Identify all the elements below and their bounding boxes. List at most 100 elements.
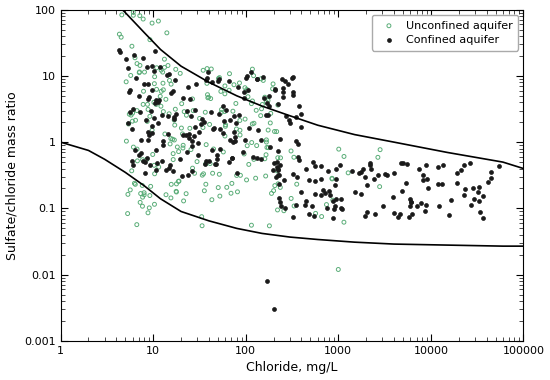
Unconfined aquifer — [248, 66, 257, 72]
Confined aquifer — [389, 210, 398, 216]
Confined aquifer — [212, 156, 221, 162]
Unconfined aquifer — [266, 110, 275, 116]
Unconfined aquifer — [161, 131, 169, 137]
Confined aquifer — [281, 205, 290, 211]
Unconfined aquifer — [339, 219, 348, 225]
Unconfined aquifer — [173, 144, 182, 150]
Unconfined aquifer — [328, 197, 337, 203]
Confined aquifer — [187, 143, 196, 149]
Confined aquifer — [437, 181, 446, 187]
Confined aquifer — [337, 196, 345, 203]
Confined aquifer — [326, 192, 334, 198]
Confined aquifer — [158, 138, 167, 144]
Unconfined aquifer — [262, 139, 271, 145]
Confined aquifer — [419, 176, 428, 182]
Confined aquifer — [422, 203, 431, 209]
Unconfined aquifer — [145, 193, 154, 199]
Unconfined aquifer — [228, 108, 237, 114]
Unconfined aquifer — [273, 207, 282, 213]
Confined aquifer — [479, 215, 488, 221]
Confined aquifer — [495, 163, 504, 169]
Confined aquifer — [228, 155, 236, 161]
Unconfined aquifer — [344, 170, 353, 176]
Confined aquifer — [271, 86, 279, 92]
Confined aquifer — [274, 166, 283, 173]
Confined aquifer — [357, 192, 366, 198]
Confined aquifer — [239, 95, 248, 101]
Confined aquifer — [453, 170, 461, 176]
Confined aquifer — [273, 159, 282, 165]
Unconfined aquifer — [180, 109, 189, 115]
Confined aquifer — [240, 137, 249, 143]
Confined aquifer — [310, 213, 318, 219]
Confined aquifer — [179, 131, 188, 138]
Confined aquifer — [272, 164, 281, 170]
Confined aquifer — [114, 47, 123, 53]
Confined aquifer — [332, 166, 341, 172]
Unconfined aquifer — [182, 191, 190, 197]
Confined aquifer — [212, 152, 221, 158]
Confined aquifer — [278, 76, 287, 82]
Unconfined aquifer — [266, 120, 274, 126]
Confined aquifer — [282, 113, 290, 119]
Confined aquifer — [367, 166, 376, 172]
Confined aquifer — [288, 171, 297, 177]
Unconfined aquifer — [241, 116, 250, 122]
Confined aquifer — [310, 178, 319, 184]
Unconfined aquifer — [317, 214, 326, 220]
Confined aquifer — [289, 74, 298, 80]
Confined aquifer — [279, 94, 288, 100]
Confined aquifer — [459, 192, 468, 198]
Confined aquifer — [284, 117, 293, 123]
Confined aquifer — [211, 162, 220, 168]
Confined aquifer — [141, 159, 150, 165]
Confined aquifer — [144, 138, 152, 144]
Unconfined aquifer — [243, 86, 251, 92]
Confined aquifer — [417, 200, 426, 206]
Confined aquifer — [147, 108, 156, 114]
Confined aquifer — [279, 85, 288, 91]
Confined aquifer — [317, 192, 326, 198]
Unconfined aquifer — [124, 191, 133, 197]
Unconfined aquifer — [169, 150, 178, 157]
Unconfined aquifer — [203, 66, 212, 72]
Confined aquifer — [129, 52, 138, 58]
Unconfined aquifer — [279, 208, 288, 214]
Confined aquifer — [131, 147, 140, 153]
Unconfined aquifer — [252, 142, 261, 149]
Unconfined aquifer — [160, 56, 169, 62]
Confined aquifer — [128, 126, 136, 132]
Unconfined aquifer — [145, 113, 154, 119]
Unconfined aquifer — [147, 20, 156, 26]
Unconfined aquifer — [170, 117, 179, 123]
Confined aquifer — [332, 196, 340, 202]
Unconfined aquifer — [144, 106, 152, 112]
Confined aquifer — [125, 109, 134, 115]
Unconfined aquifer — [267, 190, 276, 196]
Confined aquifer — [252, 76, 261, 82]
Confined aquifer — [153, 99, 162, 105]
Confined aquifer — [263, 100, 272, 106]
Unconfined aquifer — [263, 97, 272, 103]
Unconfined aquifer — [376, 147, 384, 153]
Confined aquifer — [192, 81, 201, 87]
Confined aquifer — [166, 162, 174, 168]
Confined aquifer — [136, 150, 145, 156]
Confined aquifer — [239, 89, 248, 95]
Confined aquifer — [122, 56, 130, 62]
Unconfined aquifer — [117, 12, 126, 18]
Confined aquifer — [206, 109, 215, 116]
Unconfined aquifer — [201, 161, 210, 167]
Unconfined aquifer — [133, 60, 141, 66]
Confined aquifer — [486, 169, 495, 176]
Unconfined aquifer — [128, 43, 136, 49]
Unconfined aquifer — [170, 122, 179, 128]
Unconfined aquifer — [124, 121, 133, 127]
X-axis label: Chloride, mg/L: Chloride, mg/L — [246, 361, 338, 374]
Unconfined aquifer — [229, 82, 238, 88]
Confined aquifer — [336, 162, 344, 168]
Unconfined aquifer — [334, 146, 343, 152]
Confined aquifer — [434, 181, 443, 187]
Unconfined aquifer — [167, 181, 175, 187]
Unconfined aquifer — [170, 137, 179, 143]
